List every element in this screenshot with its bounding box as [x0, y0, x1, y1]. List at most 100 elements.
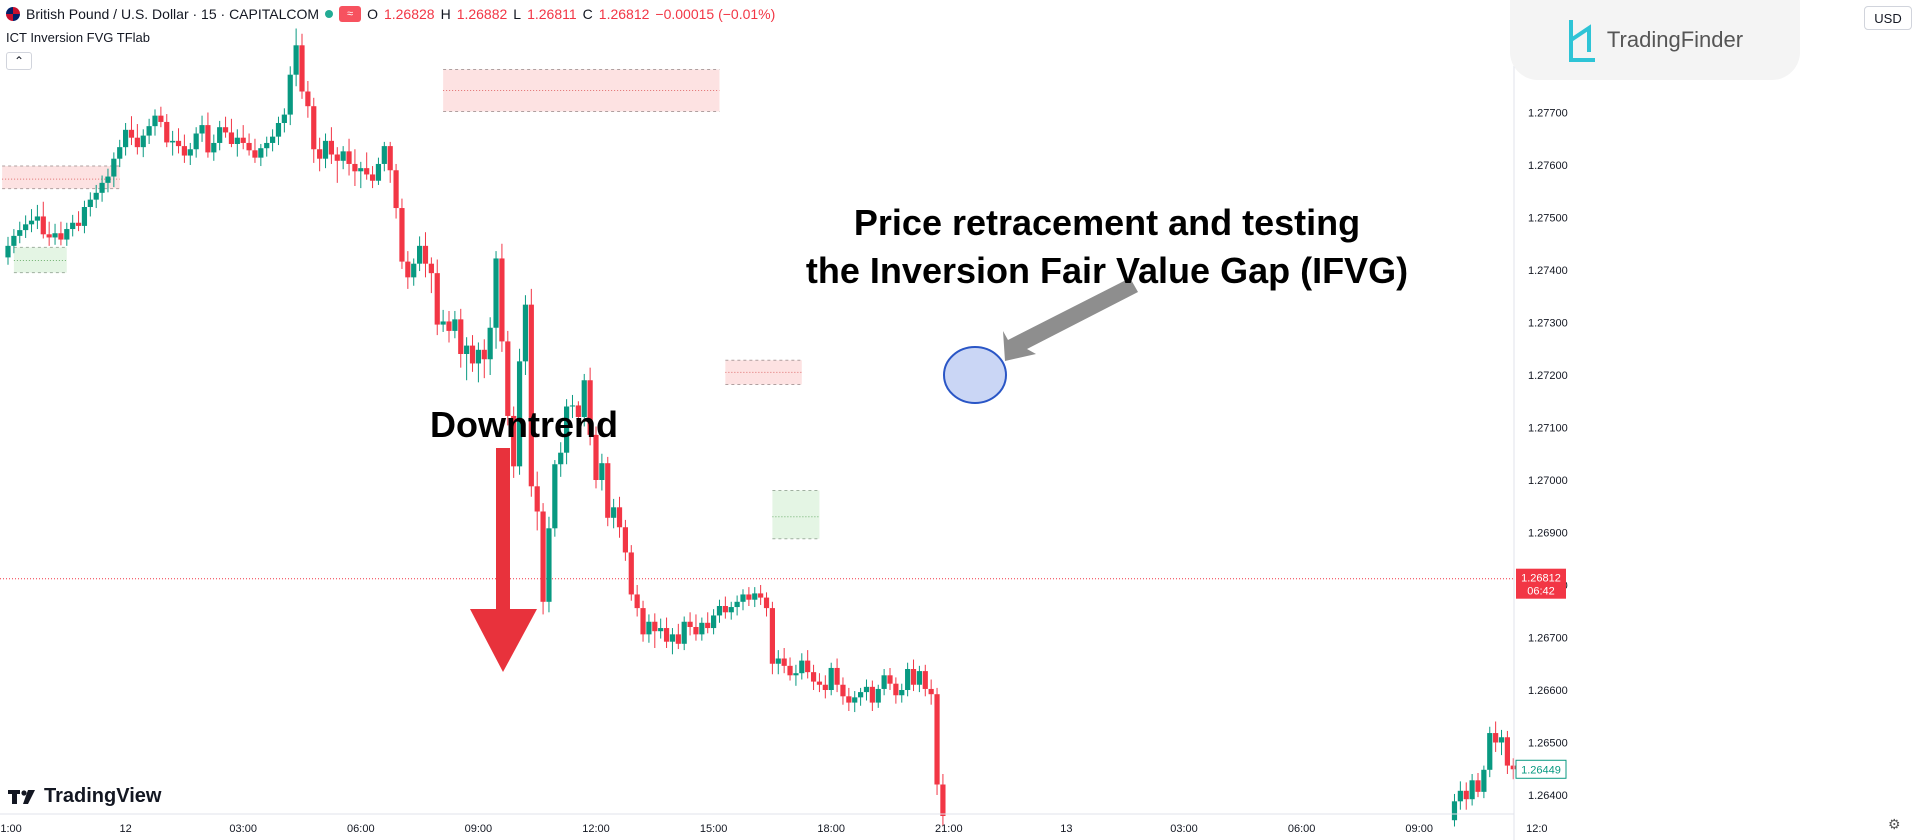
candle-up	[105, 168, 111, 193]
candle-down	[205, 112, 211, 158]
time-tick-label: 03:00	[1170, 823, 1198, 835]
candle-body	[387, 146, 393, 171]
ifvg-test-circle	[943, 346, 1007, 404]
candle-down	[840, 677, 846, 705]
gear-icon[interactable]: ⚙	[1888, 816, 1901, 832]
candle-body	[11, 235, 17, 246]
tradingview-logo[interactable]: TradingView	[8, 785, 161, 808]
candle-body	[828, 667, 834, 690]
candle-down	[75, 211, 82, 232]
candle-down	[528, 288, 534, 497]
candle-up	[275, 116, 282, 146]
candle-up	[828, 662, 834, 696]
high-value: 1.26882	[456, 6, 508, 22]
candle-body	[599, 463, 605, 480]
candle-body	[475, 349, 481, 364]
candle-down	[175, 128, 182, 154]
candle-body	[364, 168, 370, 175]
downtrend-label: Downtrend	[430, 404, 618, 445]
candle-up	[740, 589, 746, 611]
candle-body	[646, 621, 652, 635]
candle-body	[881, 675, 887, 689]
candle-up	[17, 221, 23, 244]
candle-up	[193, 127, 199, 158]
candle-body	[93, 192, 99, 200]
candle-up	[452, 310, 458, 339]
candle-down	[158, 106, 164, 128]
candle-down	[1475, 772, 1481, 798]
currency-button[interactable]: USD	[1864, 6, 1912, 30]
price-tick-label: 1.27700	[1528, 108, 1568, 120]
candle-up	[281, 108, 287, 133]
candle-up	[564, 399, 570, 465]
candle-body	[81, 207, 88, 226]
candle-up	[558, 442, 564, 477]
candle-body	[728, 607, 734, 613]
candle-body	[634, 594, 640, 609]
time-axis[interactable]: 21:00 12 03:00 06:00 09:00 12:00 15:00 18:00 21:…	[0, 813, 1548, 835]
candle-body	[928, 688, 934, 695]
candle-up	[5, 236, 11, 265]
candle-body	[175, 140, 182, 147]
candle-up	[611, 498, 617, 529]
candle-body	[193, 133, 199, 150]
candle-body	[810, 672, 817, 682]
candle-up	[858, 687, 864, 706]
candle-down	[399, 198, 405, 269]
candle-up	[669, 628, 676, 655]
candle-body	[893, 683, 899, 696]
candle-body	[228, 132, 235, 144]
tradingfinder-logo-icon	[1568, 20, 1595, 62]
candle-body	[693, 627, 699, 635]
candle-up	[875, 684, 881, 708]
candle-body	[152, 115, 158, 127]
candle-body	[258, 148, 264, 158]
candle-body	[734, 601, 740, 608]
candle-up	[658, 618, 664, 639]
candle-up	[52, 223, 58, 245]
candle-up	[375, 157, 382, 185]
candle-up	[881, 669, 887, 696]
current-price-tag: 1.26449	[1515, 759, 1567, 779]
candle-body	[516, 361, 523, 467]
candle-down	[299, 33, 305, 99]
candle-down	[134, 124, 140, 155]
indicator-name[interactable]: ICT Inversion FVG TFlab	[6, 30, 151, 45]
candle-body	[905, 669, 911, 690]
candle-body	[123, 129, 129, 148]
candle-up	[123, 123, 129, 156]
candle-up	[111, 152, 117, 188]
candle-body	[652, 621, 658, 632]
candle-down	[822, 675, 828, 699]
chevron-up-icon[interactable]: ⌃	[6, 52, 32, 70]
price-tick-label: 1.26400	[1528, 790, 1568, 802]
candle-up	[340, 146, 346, 170]
candle-body	[834, 667, 840, 685]
data-badge[interactable]: ≈	[339, 6, 362, 22]
candle-up	[1457, 781, 1463, 810]
price-axis[interactable]: 1.278001.277001.276001.275001.274001.273…	[1513, 0, 1568, 840]
candle-up	[287, 66, 293, 126]
candle-body	[1457, 790, 1463, 802]
candle-body	[934, 694, 940, 785]
candle-body	[840, 684, 846, 697]
candle-body	[381, 146, 387, 164]
candle-body	[781, 658, 787, 666]
candle-down	[746, 587, 752, 606]
open-label: O	[367, 6, 378, 22]
candle-down	[164, 114, 170, 148]
candle-body	[569, 405, 576, 407]
candle-up	[599, 453, 605, 491]
candle-body	[493, 258, 499, 328]
candle-body	[34, 216, 40, 221]
candle-down	[887, 667, 893, 690]
candle-up	[516, 348, 523, 475]
symbol-title[interactable]: British Pound / U.S. Dollar · 15 · CAPIT…	[26, 6, 320, 22]
candle-down	[722, 596, 728, 619]
candle-body	[875, 688, 881, 703]
candle-up	[1487, 726, 1493, 778]
candle-body	[446, 321, 452, 331]
candle-down	[587, 367, 593, 446]
